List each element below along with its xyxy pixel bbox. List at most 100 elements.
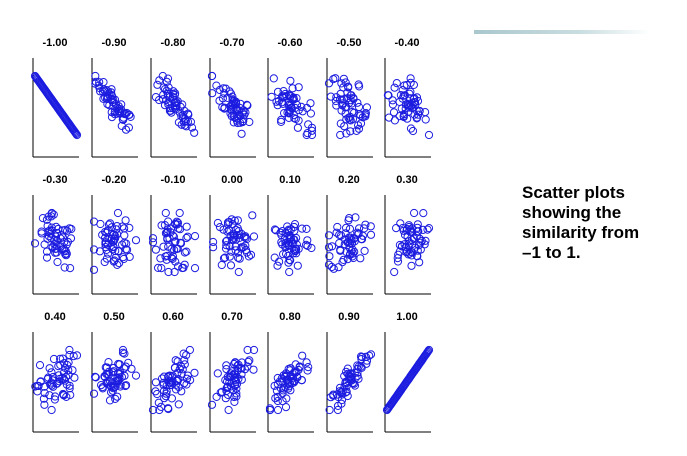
scatter-point [336, 119, 345, 128]
scatter-point [284, 90, 294, 99]
scatter-point [155, 76, 164, 85]
scatter-point [131, 236, 141, 245]
scatter-point [99, 78, 108, 87]
scatter-point [148, 405, 158, 415]
scatter-point [400, 81, 409, 90]
scatter-point [329, 390, 338, 399]
scatter-point [416, 245, 425, 254]
scatter-point [122, 239, 131, 248]
scatter-point [225, 242, 234, 251]
scatter-point [406, 124, 416, 133]
scatter-point [63, 237, 73, 246]
scatter-point [351, 373, 360, 383]
scatter-point [273, 261, 282, 270]
scatter-point [345, 233, 354, 242]
scatter-point [291, 246, 300, 256]
scatter-point [113, 392, 122, 401]
scatter-point [121, 381, 130, 391]
scatter-point [111, 100, 121, 109]
scatter-point [227, 106, 236, 115]
scatter-point [50, 395, 60, 404]
scatter-point [72, 129, 81, 139]
scatter-point [153, 80, 162, 89]
scatter-point [164, 372, 173, 381]
scatter-point [410, 243, 419, 252]
scatter-point [324, 243, 334, 252]
scatter-point [175, 225, 185, 234]
scatter-point [98, 230, 107, 239]
panel-title: 0.60 [162, 311, 183, 323]
scatter-point [223, 227, 232, 236]
scatter-point [243, 345, 252, 355]
scatter-point [354, 102, 364, 112]
scatter-point [233, 118, 242, 128]
scatter-point [119, 254, 128, 264]
scatter-point [89, 245, 99, 254]
panel-title: 0.50 [103, 311, 124, 323]
accent-line [474, 30, 650, 34]
scatter-point [338, 101, 347, 110]
scatter-point [120, 231, 129, 240]
scatter-point [113, 208, 123, 218]
scatter-point [44, 212, 53, 221]
scatter-panel-neg0-70: -0.70 [207, 37, 256, 158]
scatter-point [405, 249, 414, 258]
scatter-point [107, 223, 117, 232]
scatter-point [61, 250, 70, 259]
scatter-point [114, 359, 123, 369]
scatter-point [360, 246, 369, 255]
scatter-point [209, 243, 218, 252]
scatter-point [162, 95, 171, 105]
scatter-point [212, 81, 221, 90]
scatter-point [59, 368, 69, 377]
scatter-point [357, 355, 366, 364]
scatter-point [424, 224, 434, 233]
scatter-point [102, 363, 112, 372]
scatter-point [265, 405, 275, 415]
scatter-point [155, 405, 164, 415]
scatter-point [423, 347, 432, 357]
scatter-panel-0-10: 0.10 [267, 174, 316, 295]
scatter-point [229, 231, 238, 240]
caption-line-2: showing the [522, 203, 622, 222]
scatter-point [111, 394, 120, 403]
scatter-point [237, 129, 246, 138]
scatter-point [219, 254, 229, 263]
scatter-point [419, 209, 428, 218]
scatter-point [218, 103, 227, 112]
scatter-point [407, 235, 416, 244]
panel-title: -0.70 [219, 37, 244, 49]
scatter-point [101, 227, 110, 237]
scatter-point [285, 255, 294, 264]
scatter-point [399, 226, 408, 235]
scatter-point [362, 356, 372, 365]
scatter-point [174, 382, 183, 392]
scatter-point [175, 365, 184, 374]
scatter-point [403, 114, 412, 123]
scatter-point [221, 376, 230, 385]
scatter-point [280, 109, 289, 118]
scatter-point [345, 214, 354, 223]
scatter-point [36, 377, 45, 386]
scatter-point [65, 224, 74, 233]
scatter-point [361, 220, 370, 229]
scatter-point [285, 235, 294, 244]
scatter-point [91, 372, 100, 381]
scatter-panel-0-50: 0.50 [89, 311, 141, 433]
scatter-point [55, 377, 64, 386]
scatter-point [398, 86, 407, 95]
scatter-point [154, 398, 163, 407]
scatter-point [277, 374, 286, 383]
scatter-point [151, 387, 160, 396]
scatter-point [282, 369, 291, 378]
scatter-point [288, 84, 297, 93]
scatter-point [59, 375, 69, 384]
scatter-point [102, 86, 111, 95]
panel-title: -0.90 [101, 37, 126, 49]
scatter-point [106, 219, 115, 228]
scatter-point [227, 247, 236, 256]
scatter-point [179, 349, 188, 358]
scatter-point [402, 248, 411, 257]
scatter-point [162, 255, 171, 264]
